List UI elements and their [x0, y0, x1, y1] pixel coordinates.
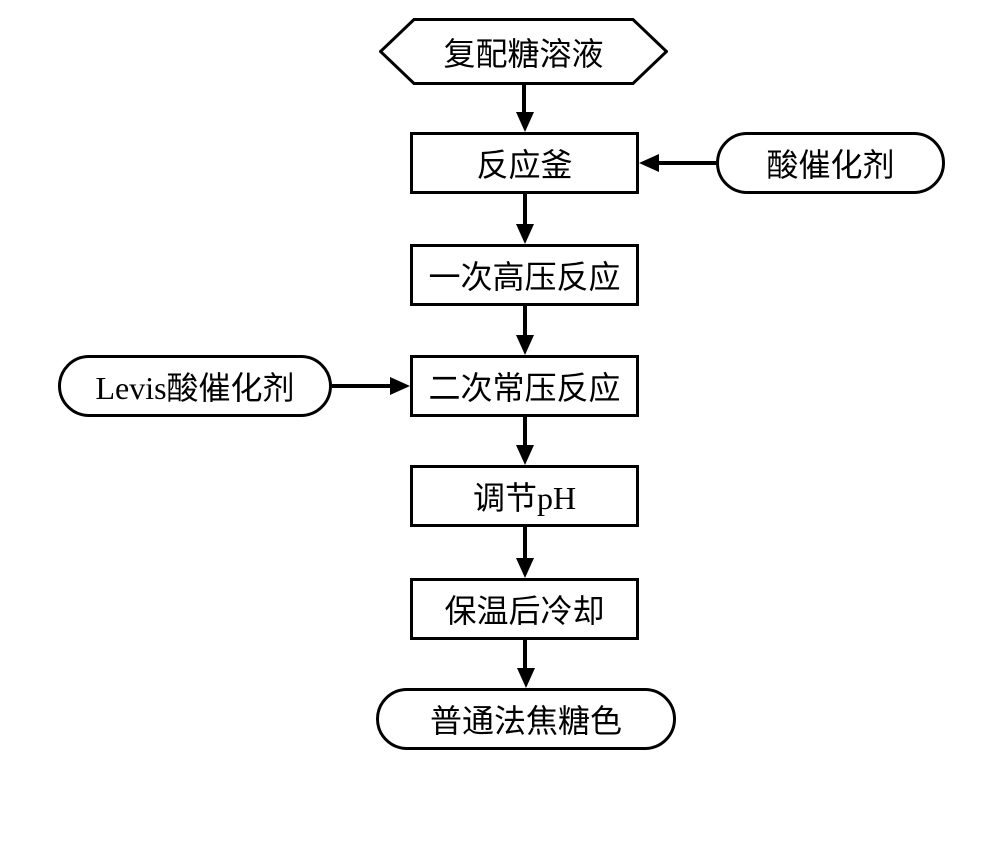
node-start_hex: 复配糖溶液 — [379, 18, 668, 85]
node-label: 普通法焦糖色 — [430, 696, 622, 742]
node-adjust_ph: 调节pH — [410, 465, 639, 527]
node-product: 普通法焦糖色 — [376, 688, 676, 750]
edge-arrowhead — [516, 224, 534, 244]
node-hp_reaction: 一次高压反应 — [410, 244, 639, 306]
edge-line — [523, 527, 527, 560]
node-label: 复配糖溶液 — [443, 29, 603, 75]
node-label: 二次常压反应 — [428, 363, 620, 409]
node-label: 酸催化剂 — [766, 140, 894, 186]
edge-arrowhead — [390, 377, 410, 395]
edge-arrowhead — [516, 112, 534, 132]
node-reactor: 反应釜 — [410, 132, 639, 194]
edge-line — [523, 306, 527, 337]
node-label: 保温后冷却 — [444, 586, 604, 632]
edge-line — [523, 417, 527, 447]
edge-arrowhead — [516, 335, 534, 355]
edge-line — [657, 161, 716, 165]
edge-line — [523, 194, 527, 226]
node-ap_reaction: 二次常压反应 — [410, 355, 639, 417]
edge-arrowhead — [516, 558, 534, 578]
node-label: 调节pH — [473, 473, 576, 519]
node-lewis_catalyst: Levis酸催化剂 — [58, 355, 332, 417]
flowchart-canvas: 复配糖溶液反应釜 酸催化剂一次高压反应二次常压反应 Levis酸催化剂调节pH 保温后… — [0, 0, 1000, 848]
node-label: 一次高压反应 — [428, 252, 620, 298]
edge-arrowhead — [517, 668, 535, 688]
node-label: 反应釜 — [476, 140, 572, 186]
edge-arrowhead — [516, 445, 534, 465]
node-acid_catalyst: 酸催化剂 — [716, 132, 945, 194]
node-hold_cool: 保温后冷却 — [410, 578, 639, 640]
edge-arrowhead — [639, 154, 659, 172]
node-label: Levis酸催化剂 — [95, 363, 294, 409]
edge-line — [332, 384, 392, 388]
edge-line — [523, 640, 527, 670]
edge-line — [522, 85, 526, 114]
